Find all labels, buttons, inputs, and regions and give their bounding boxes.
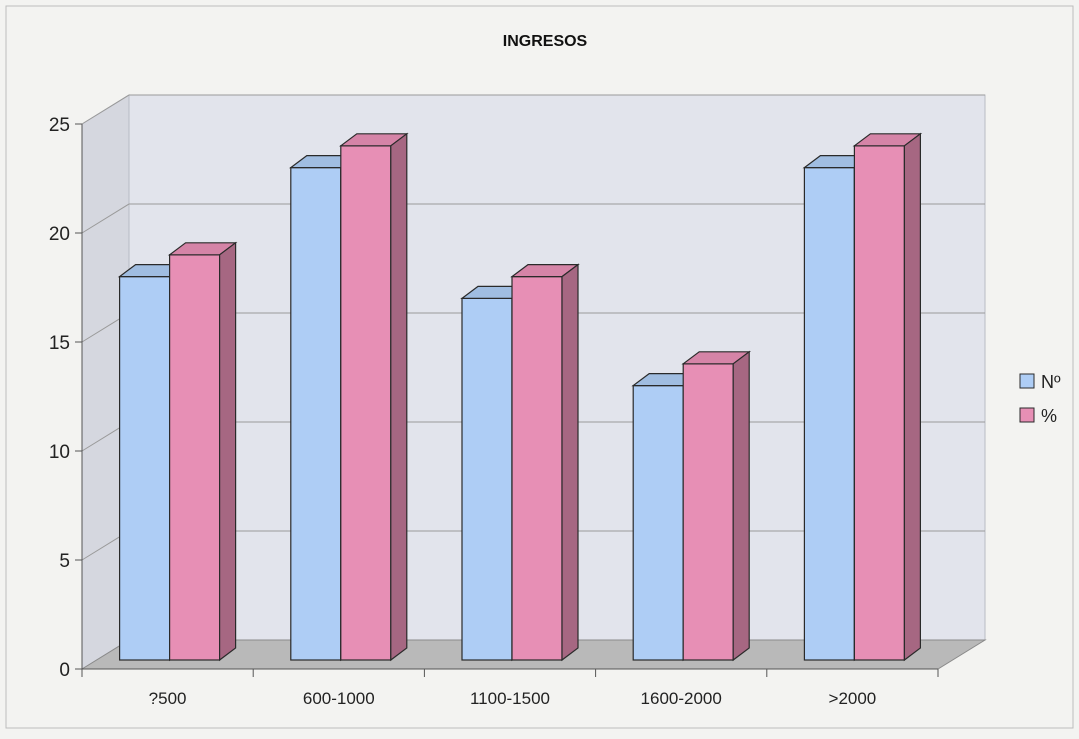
gridline (81, 94, 985, 125)
bar-side (903, 132, 922, 662)
x-tick-label: 1100-1500 (470, 689, 550, 708)
y-tick-label: 0 (59, 660, 70, 681)
x-tick-label: >2000 (829, 689, 877, 708)
bar-side (219, 241, 237, 662)
bar-front (461, 297, 513, 661)
bar (852, 132, 923, 662)
legend-swatch (1019, 373, 1035, 389)
plot-area: 0 5 10 15 20 25 ?500 600-1000 1100-1500 1600-2000… (49, 94, 987, 708)
bar-side (561, 263, 579, 662)
bar (167, 241, 238, 662)
bar-front (511, 276, 563, 661)
legend-label: Nº (1041, 372, 1061, 392)
y-tick-label: 10 (49, 442, 70, 463)
bar-front (118, 276, 171, 661)
legend: Nº% (1019, 372, 1061, 426)
y-tick-label: 25 (49, 115, 70, 136)
bar-side (390, 132, 408, 662)
legend-label: % (1041, 406, 1057, 426)
bar (510, 263, 580, 662)
gridline (81, 203, 985, 234)
bar-front (169, 254, 221, 661)
bar-front (853, 145, 906, 661)
x-tick-label: ?500 (149, 689, 187, 708)
y-tick-label: 20 (49, 224, 70, 245)
x-tick-label: 600-1000 (303, 689, 375, 708)
bar-front (632, 385, 684, 661)
y-tick-label: 15 (49, 333, 70, 354)
x-tick-label: 1600-2000 (641, 689, 722, 708)
y-tick-label: 5 (59, 551, 70, 572)
bar (681, 350, 752, 662)
bar-side (732, 350, 750, 662)
bar-front (290, 167, 342, 661)
chart-title: INGRESOS (503, 33, 588, 50)
legend-swatch (1019, 407, 1035, 423)
bar-front (682, 363, 734, 661)
bar-front (340, 145, 392, 661)
bar (338, 132, 409, 662)
bar-front (803, 167, 856, 661)
